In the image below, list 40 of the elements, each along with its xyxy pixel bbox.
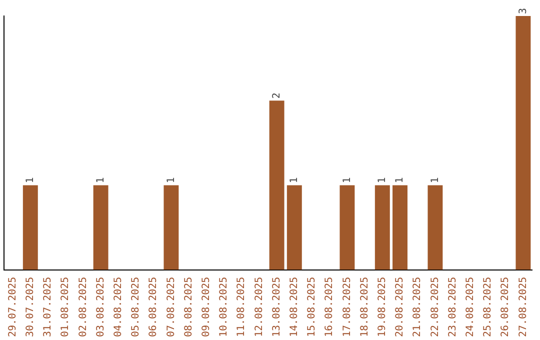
data-label: 2 xyxy=(271,92,282,99)
x-tick-label: 10.08.2025 xyxy=(218,276,230,338)
data-label: 1 xyxy=(394,177,406,184)
x-tick-label: 05.08.2025 xyxy=(130,276,142,338)
data-label: 3 xyxy=(518,8,529,14)
x-tick-label: 21.08.2025 xyxy=(412,276,424,338)
x-tick-label: 14.08.2025 xyxy=(288,276,300,338)
x-tick-label: 12.08.2025 xyxy=(254,276,265,338)
data-label: 1 xyxy=(430,177,441,184)
x-tick-label: 25.08.2025 xyxy=(482,276,494,338)
x-tick-label: 11.08.2025 xyxy=(236,276,248,338)
x-tick-label: 18.08.2025 xyxy=(359,276,370,338)
x-tick-label: 17.08.2025 xyxy=(342,276,353,338)
x-tick-label: 31.07.2025 xyxy=(42,276,54,338)
x-tick-label: 23.08.2025 xyxy=(447,276,458,338)
x-tick-label: 22.08.2025 xyxy=(430,276,441,338)
x-tick-label: 19.08.2025 xyxy=(376,276,388,338)
x-tick-label: 15.08.2025 xyxy=(306,276,318,338)
x-tick-label: 02.08.2025 xyxy=(78,276,89,338)
x-tick-label: 26.08.2025 xyxy=(500,276,512,338)
x-tick-label: 04.08.2025 xyxy=(112,276,124,338)
x-tick-label: 01.08.2025 xyxy=(60,276,72,338)
x-tick-label: 29.07.2025 xyxy=(7,276,18,338)
data-label: 1 xyxy=(376,177,388,184)
x-tick-label: 30.07.2025 xyxy=(24,276,36,338)
x-tick-label: 13.08.2025 xyxy=(271,276,282,338)
x-tick-label: 20.08.2025 xyxy=(394,276,406,338)
x-tick-label: 07.08.2025 xyxy=(166,276,177,338)
data-label: 1 xyxy=(166,177,177,184)
x-tick-label: 24.08.2025 xyxy=(464,276,476,338)
x-tick-label: 08.08.2025 xyxy=(183,276,194,338)
x-tick-label: 27.08.2025 xyxy=(518,276,529,338)
x-tick-label: 09.08.2025 xyxy=(200,276,212,338)
data-label: 1 xyxy=(24,177,36,184)
data-label: 1 xyxy=(288,177,300,184)
x-tick-label: 06.08.2025 xyxy=(148,276,160,338)
data-label: 1 xyxy=(342,177,353,184)
x-tick-label: 03.08.2025 xyxy=(95,276,106,338)
data-label: 1 xyxy=(95,177,106,184)
x-tick-label: 16.08.2025 xyxy=(324,276,336,338)
